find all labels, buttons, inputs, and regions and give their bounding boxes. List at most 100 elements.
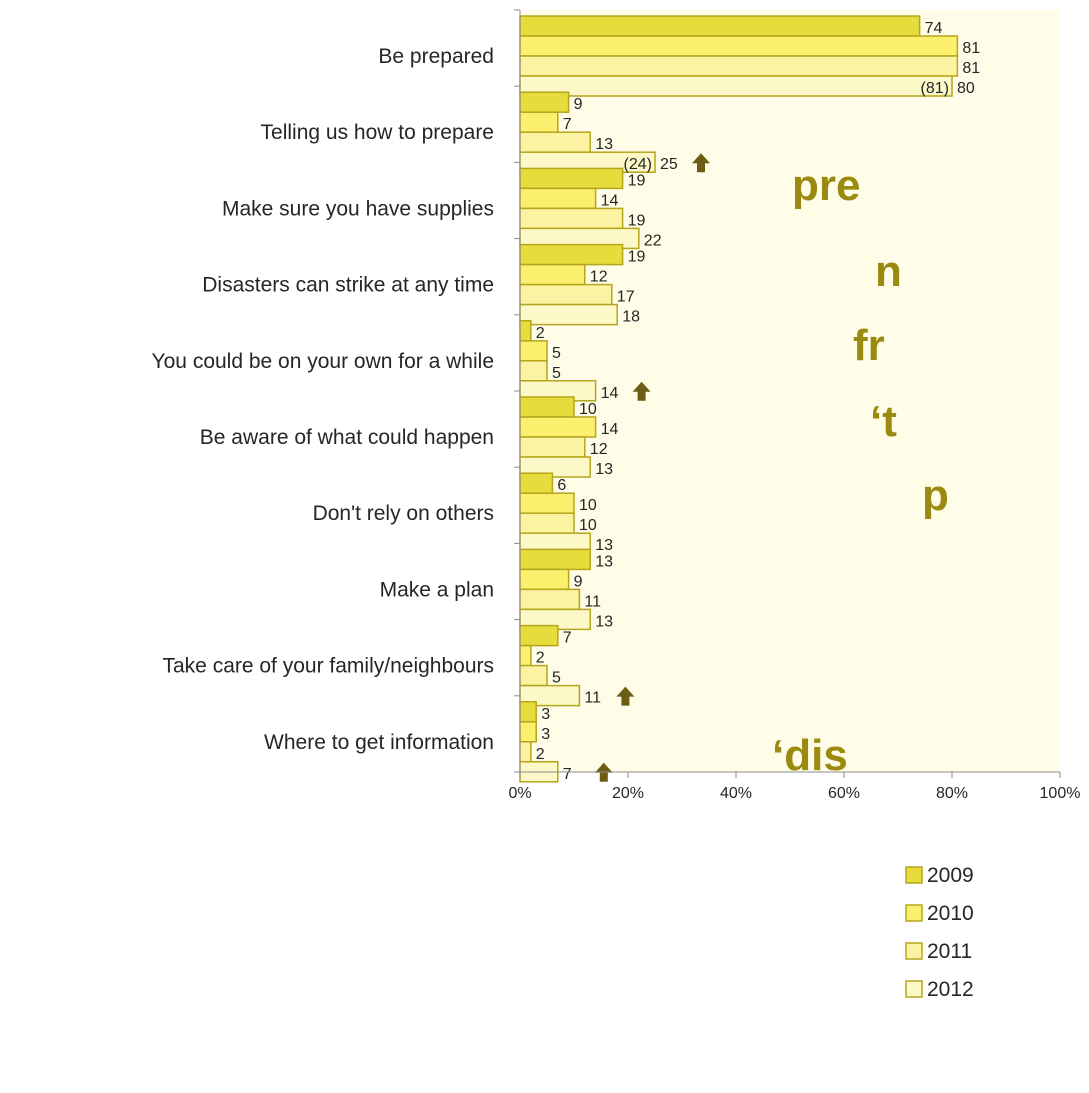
value-label: 5 [552, 365, 561, 382]
value-label: 7 [563, 766, 572, 783]
value-label: 7 [563, 116, 572, 133]
value-label: 19 [628, 249, 646, 266]
bar [519, 512, 575, 534]
value-label: 81 [962, 40, 980, 57]
value-label: 2 [536, 746, 545, 763]
bar [519, 283, 613, 306]
value-label: 13 [595, 553, 613, 570]
value-label: 13 [595, 136, 613, 153]
value-label: 81 [962, 60, 980, 77]
bar [519, 167, 624, 190]
category-label: Don't rely on others [313, 502, 494, 525]
bar [519, 55, 959, 77]
value-label: 14 [601, 421, 619, 438]
value-label: 25 [660, 156, 678, 173]
bar [519, 75, 953, 97]
legend-label: 2012 [927, 978, 974, 1001]
value-label: 14 [601, 192, 619, 209]
bar [519, 396, 575, 418]
value-label: 3 [541, 706, 550, 723]
bar [519, 436, 586, 458]
legend-label: 2011 [927, 940, 972, 963]
legend-swatch [905, 904, 923, 922]
x-tick-labels: 0% 20% 40% 60% 80% 100% [508, 785, 1080, 802]
value-label: 19 [628, 172, 646, 189]
bar [519, 741, 532, 763]
bar [519, 340, 548, 362]
value-label: 2 [536, 325, 545, 342]
bar [519, 568, 570, 591]
legend: 2009 2010 2011 2012 [905, 864, 974, 1001]
x-tick-label: 20% [612, 785, 644, 802]
side-text-line: n [875, 247, 902, 296]
legend-swatch [905, 980, 923, 998]
bar [519, 15, 921, 37]
bar [519, 303, 618, 326]
value-label: 18 [622, 309, 640, 326]
value-label: 11 [584, 593, 601, 610]
value-label: 19 [628, 212, 646, 229]
value-label: 10 [579, 517, 597, 534]
x-tick-label: 80% [936, 785, 968, 802]
value-label: 11 [584, 690, 601, 707]
value-label: 7 [563, 630, 572, 647]
legend-label: 2010 [927, 902, 974, 925]
bar [519, 35, 959, 57]
bar [519, 664, 548, 687]
value-label: 3 [541, 726, 550, 743]
bracket-label: (24) [624, 156, 652, 173]
legend-swatch [905, 942, 923, 960]
bar [519, 492, 575, 514]
category-label: Be aware of what could happen [200, 426, 494, 449]
category-label: Be prepared [378, 45, 494, 68]
bar [519, 263, 586, 286]
value-label: 12 [590, 269, 608, 286]
bar [519, 131, 591, 153]
category-label: Where to get information [264, 731, 494, 754]
bar [519, 91, 570, 113]
up-arrow-icon [632, 381, 651, 401]
side-text-line: ‘dis [772, 731, 848, 780]
value-label: 10 [579, 401, 597, 418]
value-label: 2 [536, 650, 545, 667]
bar [519, 416, 597, 438]
category-label: Make sure you have supplies [222, 197, 494, 220]
category-label: Disasters can strike at any time [202, 274, 494, 297]
bracket-label: (81) [921, 80, 949, 97]
bar [519, 644, 532, 667]
x-tick-label: 0% [508, 785, 531, 802]
x-tick-label: 40% [720, 785, 752, 802]
value-label: 12 [590, 441, 608, 458]
bar [519, 472, 554, 494]
value-label: 13 [595, 537, 613, 554]
x-tick-label: 100% [1040, 785, 1081, 802]
value-label: 9 [574, 573, 583, 590]
up-arrow-icon [616, 686, 635, 706]
up-arrow-icon [692, 153, 710, 173]
side-text-line: ‘t [870, 397, 897, 446]
value-label: 10 [579, 497, 597, 514]
side-text-line: pre [792, 161, 860, 210]
value-label: 80 [957, 80, 975, 97]
category-label: Telling us how to prepare [261, 121, 494, 144]
category-label: You could be on your own for a while [152, 350, 494, 373]
bar [519, 187, 597, 210]
bar [519, 207, 624, 230]
bar [519, 111, 559, 133]
bar [519, 320, 532, 342]
bar [519, 721, 537, 743]
category-labels: Be prepared Telling us how to prepare Make… [152, 45, 494, 754]
legend-label: 2009 [927, 864, 974, 887]
value-label: 22 [644, 232, 662, 249]
legend-swatch [905, 866, 923, 884]
side-text-line: p [922, 471, 949, 520]
side-text-line: fr [853, 321, 885, 370]
bar [519, 548, 591, 571]
category-label: Make a plan [380, 578, 494, 601]
bar [519, 624, 559, 647]
value-label: 5 [552, 345, 561, 362]
bar [519, 243, 624, 266]
value-label: 17 [617, 289, 635, 306]
